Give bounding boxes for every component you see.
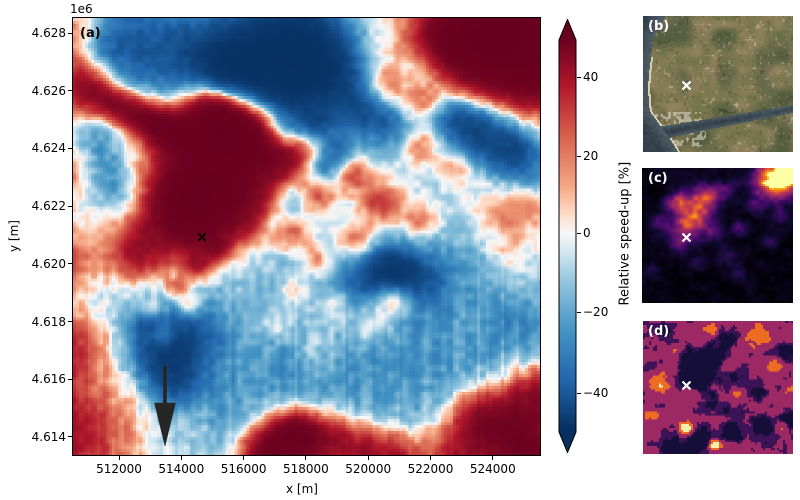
colorbar-tick-label: 0 bbox=[583, 226, 591, 240]
y-axis-offset-text: 1e6 bbox=[70, 2, 93, 16]
y-axis-label: y [m] bbox=[7, 220, 21, 252]
panel-b-axes bbox=[643, 16, 793, 152]
x-tick-mark bbox=[492, 456, 494, 460]
colorbar-tick-label: 40 bbox=[583, 70, 599, 84]
y-tick-label: 4.628 bbox=[31, 26, 66, 40]
colorbar-label: Relative speed-up [%] bbox=[617, 161, 633, 306]
panel-c-label: (c) bbox=[648, 171, 668, 186]
panel-c-x-marker bbox=[681, 232, 692, 243]
panel-c-axes bbox=[642, 168, 793, 303]
x-tick-label: 514000 bbox=[158, 462, 205, 476]
colorbar-tick-mark bbox=[577, 76, 581, 78]
panel-a-arrow-annotation bbox=[154, 365, 176, 447]
x-axis-label: x [m] bbox=[286, 482, 318, 496]
colorbar-tick-label: −40 bbox=[583, 386, 609, 400]
x-tick-label: 524000 bbox=[469, 462, 516, 476]
y-tick-label: 4.622 bbox=[31, 199, 66, 214]
panel-d-x-marker bbox=[681, 380, 692, 391]
y-tick-mark bbox=[68, 147, 72, 149]
x-tick-label: 522000 bbox=[407, 462, 454, 476]
x-tick-mark bbox=[180, 456, 182, 460]
x-tick-mark bbox=[243, 456, 245, 460]
y-tick-mark bbox=[68, 263, 72, 265]
panel-d-map-canvas bbox=[643, 321, 793, 454]
x-tick-label: 516000 bbox=[220, 462, 267, 476]
x-tick-label: 512000 bbox=[96, 462, 142, 476]
y-tick-mark bbox=[68, 205, 72, 207]
panel-a-axes bbox=[72, 17, 541, 456]
x-tick-mark bbox=[367, 456, 369, 460]
x-tick-label: 518000 bbox=[282, 462, 329, 476]
panel-c-heatmap-canvas bbox=[642, 168, 793, 303]
panel-a-heatmap-canvas bbox=[73, 18, 540, 455]
panel-d-axes bbox=[643, 321, 793, 454]
panel-a-label: (a) bbox=[80, 26, 101, 41]
y-tick-label: 4.618 bbox=[31, 314, 66, 329]
y-tick-mark bbox=[68, 32, 72, 34]
colorbar-tick-label: 20 bbox=[583, 149, 599, 163]
y-tick-mark bbox=[68, 321, 72, 322]
x-tick-mark bbox=[305, 456, 307, 460]
panel-a-x-marker bbox=[197, 232, 207, 242]
panel-d-label: (d) bbox=[648, 324, 670, 339]
colorbar-tick-mark bbox=[577, 155, 581, 157]
colorbar bbox=[558, 19, 577, 453]
y-tick-mark bbox=[68, 436, 72, 438]
y-tick-mark bbox=[68, 90, 72, 92]
y-tick-label: 4.620 bbox=[31, 256, 66, 271]
panel-b-satellite-canvas bbox=[643, 16, 793, 152]
x-tick-label: 520000 bbox=[345, 462, 392, 476]
y-tick-label: 4.616 bbox=[31, 372, 66, 387]
y-tick-mark bbox=[68, 378, 72, 380]
y-tick-label: 4.626 bbox=[31, 83, 66, 98]
colorbar-tick-mark bbox=[577, 232, 581, 234]
y-tick-label: 4.614 bbox=[31, 429, 66, 444]
panel-b-x-marker bbox=[681, 80, 692, 91]
colorbar-tick-mark bbox=[577, 311, 581, 313]
x-tick-mark bbox=[430, 456, 431, 460]
colorbar-tick-mark bbox=[577, 392, 581, 394]
panel-b-label: (b) bbox=[648, 19, 670, 34]
y-tick-label: 4.624 bbox=[31, 141, 66, 156]
x-tick-mark bbox=[118, 456, 120, 460]
colorbar-tick-label: −20 bbox=[583, 305, 609, 319]
